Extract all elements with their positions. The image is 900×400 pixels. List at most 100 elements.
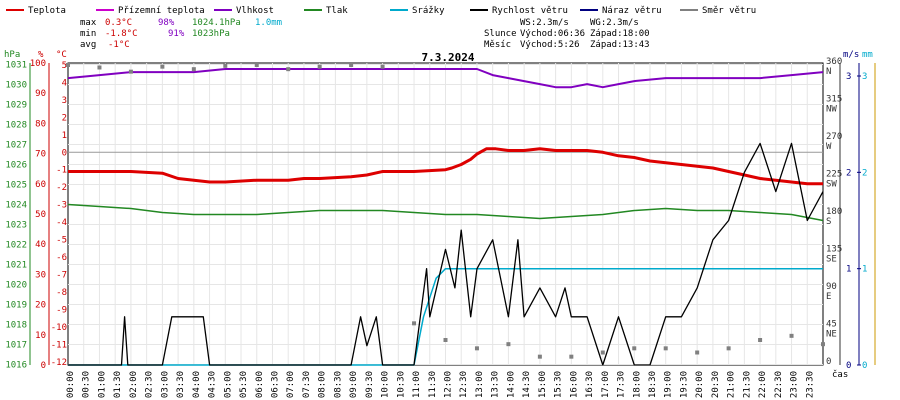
pressure-tick-label: 1020 <box>5 281 27 291</box>
wind-direction-point <box>726 346 731 351</box>
x-tick-label: 20:00 <box>695 371 705 398</box>
pressure-tick-label: 1023 <box>5 221 27 231</box>
x-tick-label: 15:00 <box>538 371 548 398</box>
x-tick-label: 09:30 <box>365 371 375 398</box>
temperature-tick-label: -3 <box>56 201 67 211</box>
wind-direction-point <box>191 67 196 72</box>
humidity-unit: % <box>38 50 44 60</box>
pressure-tick-label: 1019 <box>5 301 27 311</box>
legend-label: Tlak <box>326 6 348 16</box>
pressure-tick-label: 1024 <box>5 201 27 211</box>
x-tick-label: 16:00 <box>569 371 579 398</box>
x-tick-label: 10:30 <box>396 371 406 398</box>
pressure-tick-label: 1029 <box>5 101 27 111</box>
legend: Teplota Přízemní teplota Vlhkost Tlak Srážky… <box>6 6 756 16</box>
stat-avg-label: avg <box>80 40 96 50</box>
stat-max-label: max <box>80 18 97 28</box>
wind-direction-point <box>600 350 605 355</box>
stat-moon-set: Západ:13:43 <box>590 40 650 50</box>
pressure-tick-label: 1016 <box>5 361 27 371</box>
x-tick-label: 00:00 <box>66 371 76 398</box>
stat-sun-label: Slunce <box>484 29 517 39</box>
x-tick-label: 15:30 <box>554 371 564 398</box>
pressure-tick-label: 1021 <box>5 261 27 271</box>
x-tick-label: 16:30 <box>585 371 595 398</box>
x-tick-label: 07:30 <box>302 371 312 398</box>
pressure-unit: hPa <box>4 50 20 60</box>
direction-tick-label: 180 <box>826 207 842 217</box>
humidity-tick-label: 0 <box>41 361 46 371</box>
series-line-vlhkost <box>67 68 824 89</box>
direction-compass-label: W <box>826 142 832 152</box>
stat-min-press: 1023hPa <box>192 29 230 39</box>
temperature-tick-label: 1 <box>62 131 67 141</box>
stat-max-temp: 0.3°C <box>105 18 132 28</box>
x-tick-label: 05:30 <box>239 371 249 398</box>
wind-direction-point <box>695 350 700 355</box>
x-tick-label: 03:30 <box>176 371 186 398</box>
pressure-tick-label: 1026 <box>5 161 27 171</box>
legend-label: Srážky <box>412 6 445 16</box>
x-tick-label: 19:30 <box>679 371 689 398</box>
direction-tick-label: 90 <box>826 282 837 292</box>
direction-compass-label: NW <box>826 105 837 115</box>
series-line-tlak <box>67 203 824 222</box>
x-tick-label: 19:00 <box>664 371 674 398</box>
pressure-tick-label: 1028 <box>5 121 27 131</box>
wind-direction-point <box>506 342 511 347</box>
pressure-tick-label: 1018 <box>5 321 27 331</box>
chart-title: 7.3.2024 <box>422 51 475 64</box>
series-line-teplota <box>68 147 823 186</box>
stat-max-press: 1024.1hPa <box>192 18 241 28</box>
x-tick-label: 02:00 <box>129 371 139 398</box>
x-tick-label: 22:30 <box>774 371 784 398</box>
x-tick-label: 20:30 <box>711 371 721 398</box>
direction-compass-label: S <box>826 217 831 227</box>
x-tick-label: 06:30 <box>270 371 280 398</box>
series-line-srážky <box>68 267 823 366</box>
stat-min-label: min <box>80 29 96 39</box>
wind-direction-point <box>254 63 259 67</box>
x-tick-label: 00:30 <box>82 371 92 398</box>
direction-tick-label: 360 <box>826 57 842 67</box>
temperature-tick-label: -12 <box>51 358 67 368</box>
x-tick-label: 04:30 <box>208 371 218 398</box>
temperature-tick-label: -9 <box>56 305 67 315</box>
x-tick-label: 03:00 <box>160 371 170 398</box>
x-tick-label: 13:00 <box>475 371 485 398</box>
x-tick-label: 08:30 <box>333 371 343 398</box>
pressure-tick-label: 1017 <box>5 341 27 351</box>
wind-direction-point <box>223 63 228 68</box>
rain-tick-label: 3 <box>862 72 867 82</box>
pressure-tick-label: 1031 <box>5 61 27 71</box>
stat-moon-rise: Východ:5:26 <box>520 40 580 50</box>
x-tick-label: 06:00 <box>255 371 265 398</box>
legend-label: Přízemní teplota <box>118 6 205 16</box>
direction-tick-label: 315 <box>826 95 842 105</box>
temperature-unit: °C <box>56 50 67 60</box>
direction-tick-label: 45 <box>826 320 837 330</box>
x-tick-label: 07:00 <box>286 371 296 398</box>
direction-tick-label: 0 <box>826 357 831 367</box>
stat-sun-rise: Východ:06:36 <box>520 29 585 39</box>
temperature-tick-label: 5 <box>62 61 67 71</box>
wind-direction-point <box>789 333 794 338</box>
x-tick-label: 14:00 <box>506 371 516 398</box>
pressure-tick-label: 1022 <box>5 241 27 251</box>
x-tick-label: 04:00 <box>192 371 202 398</box>
x-tick-label: 02:30 <box>145 371 155 398</box>
legend-label: Teplota <box>28 6 66 16</box>
wind-unit: m/s <box>843 50 859 60</box>
humidity-tick-label: 90 <box>35 89 46 99</box>
stat-min-temp: -1.8°C <box>105 29 138 39</box>
legend-label: Směr větru <box>702 6 756 16</box>
x-tick-label: 01:30 <box>113 371 123 398</box>
stat-sun-set: Západ:18:00 <box>590 29 650 39</box>
stat-max-hum: 98% <box>158 18 175 28</box>
temperature-tick-label: -11 <box>51 340 67 350</box>
pressure-tick-label: 1030 <box>5 81 27 91</box>
legend-label: Rychlost větru <box>492 6 568 16</box>
series-line-rychlost-větru <box>68 142 824 366</box>
wind-direction-point <box>412 321 417 326</box>
